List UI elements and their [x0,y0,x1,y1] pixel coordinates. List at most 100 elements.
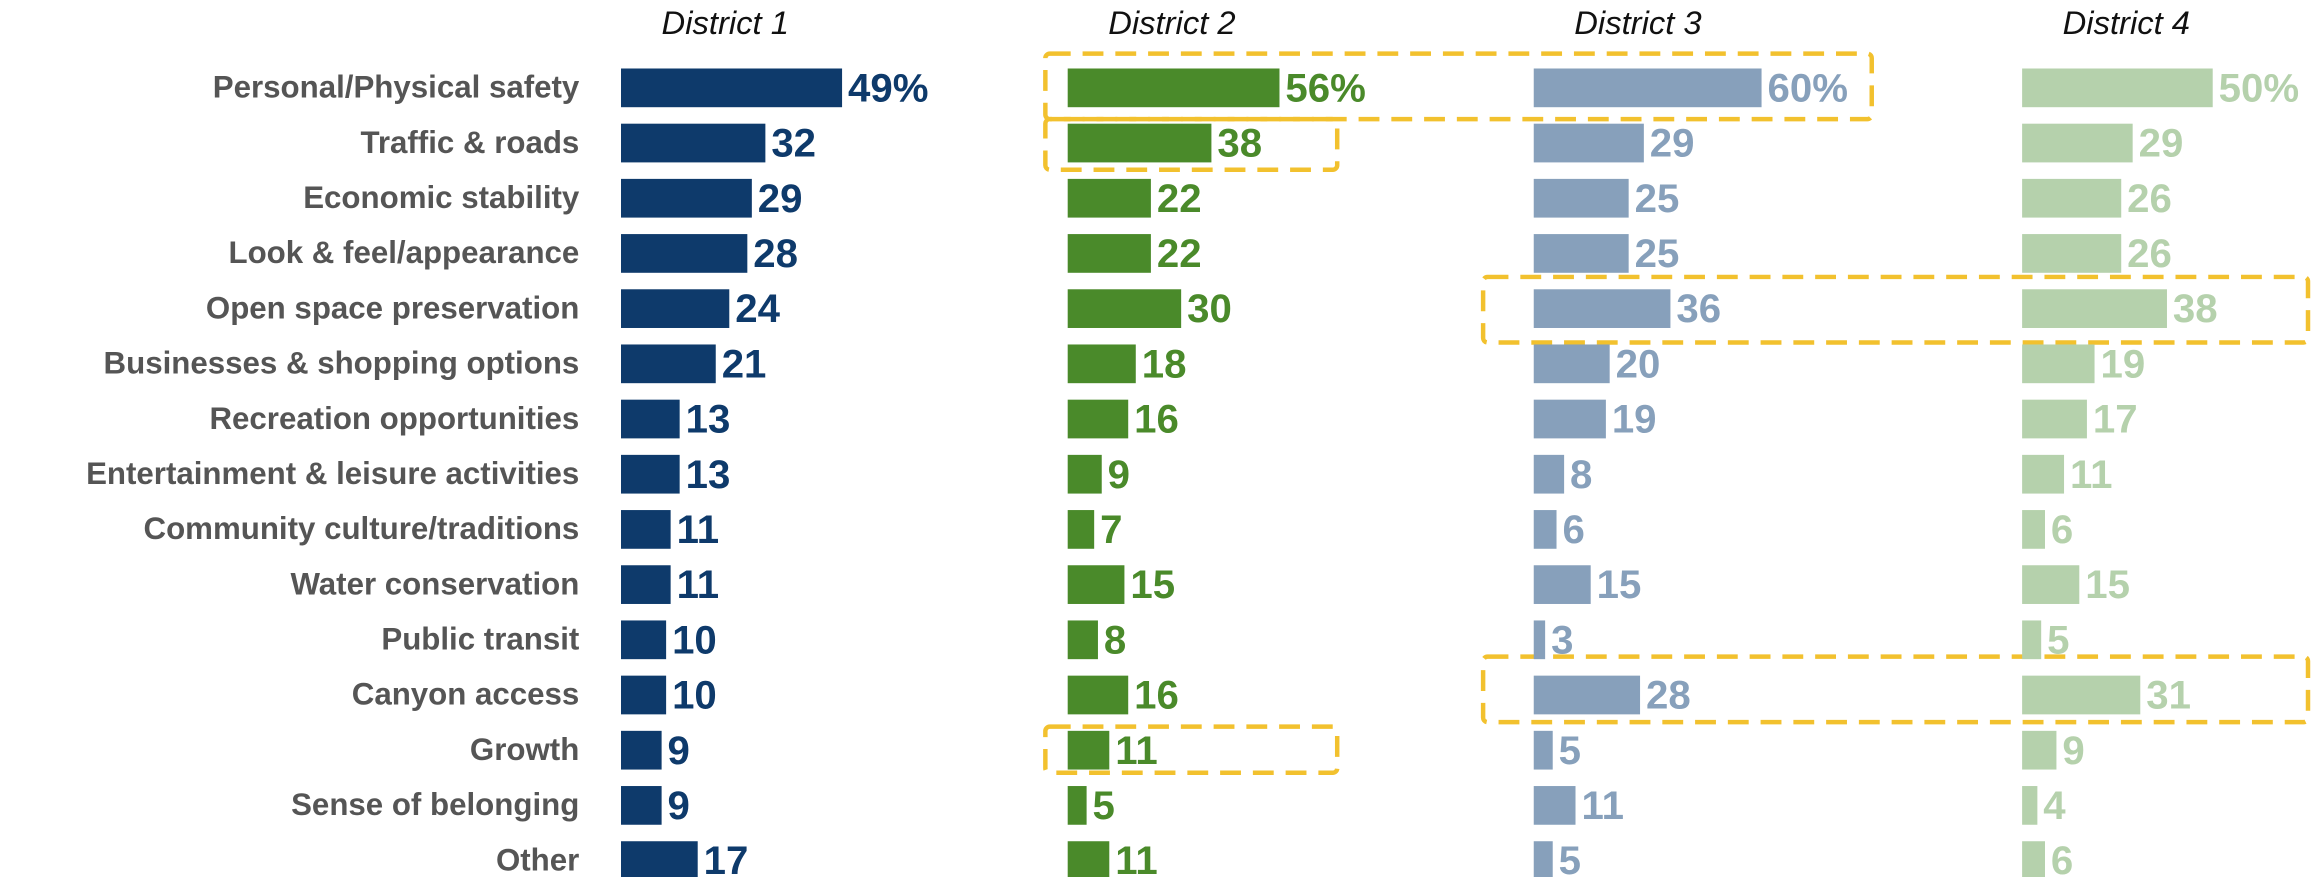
category-label: Other [496,842,579,877]
bar [1067,399,1129,439]
bar [621,730,662,770]
panel-title: District 2 [1108,4,1235,41]
bar [1067,620,1098,660]
value-label: 5 [1093,783,1115,828]
value-label: 16 [1134,673,1179,718]
value-label: 3 [1551,617,1573,662]
value-label: 22 [1157,231,1202,276]
bar [1533,841,1553,877]
category-label: Entertainment & leisure activities [86,456,579,491]
bar [2022,68,2213,108]
value-label: 28 [753,231,798,276]
bar [1067,786,1087,825]
category-label: Recreation opportunities [209,401,579,436]
value-label: 5 [2047,617,2069,662]
value-label: 17 [2093,397,2138,442]
bar [1533,123,1644,163]
value-label: 36 [1676,286,1721,331]
bar [1067,289,1182,328]
bar [1533,454,1565,494]
bar [1067,454,1102,494]
bar [2022,234,2122,273]
value-label: 28 [1646,673,1691,718]
bar [1533,565,1591,604]
category-label: Community culture/traditions [144,511,580,546]
bar [621,841,698,877]
bar [1067,510,1095,549]
value-label: 25 [1635,176,1680,221]
value-label: 17 [704,838,749,877]
value-label: 9 [668,783,690,828]
value-label: 5 [1559,838,1581,877]
value-label: 32 [771,121,816,166]
bar [1533,786,1576,825]
bar [2022,620,2042,660]
value-label: 11 [1581,783,1623,828]
bar [2022,841,2045,877]
bar [1067,675,1129,715]
value-label: 13 [686,452,731,497]
bar [621,344,716,384]
bar [1533,399,1606,439]
category-label: Sense of belonging [291,787,579,822]
value-label: 21 [722,341,767,386]
value-label: 5 [1559,728,1581,773]
bar [1533,510,1557,549]
category-label: Growth [470,732,579,767]
value-label: 29 [1650,121,1695,166]
bar [1533,730,1553,770]
category-label: Look & feel/appearance [228,235,579,270]
bar [2022,786,2038,825]
bar [2022,344,2095,384]
bar [621,786,662,825]
bar [621,620,667,660]
value-label: 50% [2219,65,2299,110]
value-label: 25 [1635,231,1680,276]
bar [621,123,766,163]
value-label: 29 [2139,121,2184,166]
value-label: 15 [1130,562,1175,607]
bar [1533,289,1671,328]
value-label: 6 [2051,838,2073,877]
bar [1067,68,1280,108]
highlight-box [1043,51,1874,122]
bar [1067,344,1136,384]
value-label: 56% [1285,65,1365,110]
bar [2022,454,2065,494]
value-label: 11 [677,507,719,552]
bar [1533,675,1641,715]
highlight-box [1480,274,2311,345]
bar [1533,68,1762,108]
value-label: 26 [2127,231,2172,276]
highlight-box [1043,724,1340,776]
value-label: 19 [2101,341,2146,386]
bar [1067,730,1110,770]
category-label: Canyon access [352,677,580,712]
bar [621,675,667,715]
value-label: 9 [1108,452,1130,497]
bar [1533,344,1610,384]
value-label: 31 [2146,673,2191,718]
value-label: 13 [686,397,731,442]
category-label: Traffic & roads [361,125,580,160]
value-label: 38 [1217,121,1262,166]
category-label: Water conservation [290,566,579,601]
value-label: 11 [1115,838,1157,877]
bar [2022,399,2087,439]
bar [621,68,843,108]
value-label: 30 [1187,286,1232,331]
value-label: 7 [1100,507,1122,552]
value-label: 26 [2127,176,2172,221]
bar [2022,675,2141,715]
highlight-box [1043,116,1340,172]
value-label: 22 [1157,176,1202,221]
category-label: Public transit [381,622,580,657]
bar [621,178,752,218]
bar [621,454,680,494]
value-label: 16 [1134,397,1179,442]
panel-title: District 4 [2063,4,2190,41]
bar [1067,123,1212,163]
highlight-box [1480,654,2311,725]
value-label: 9 [668,728,690,773]
